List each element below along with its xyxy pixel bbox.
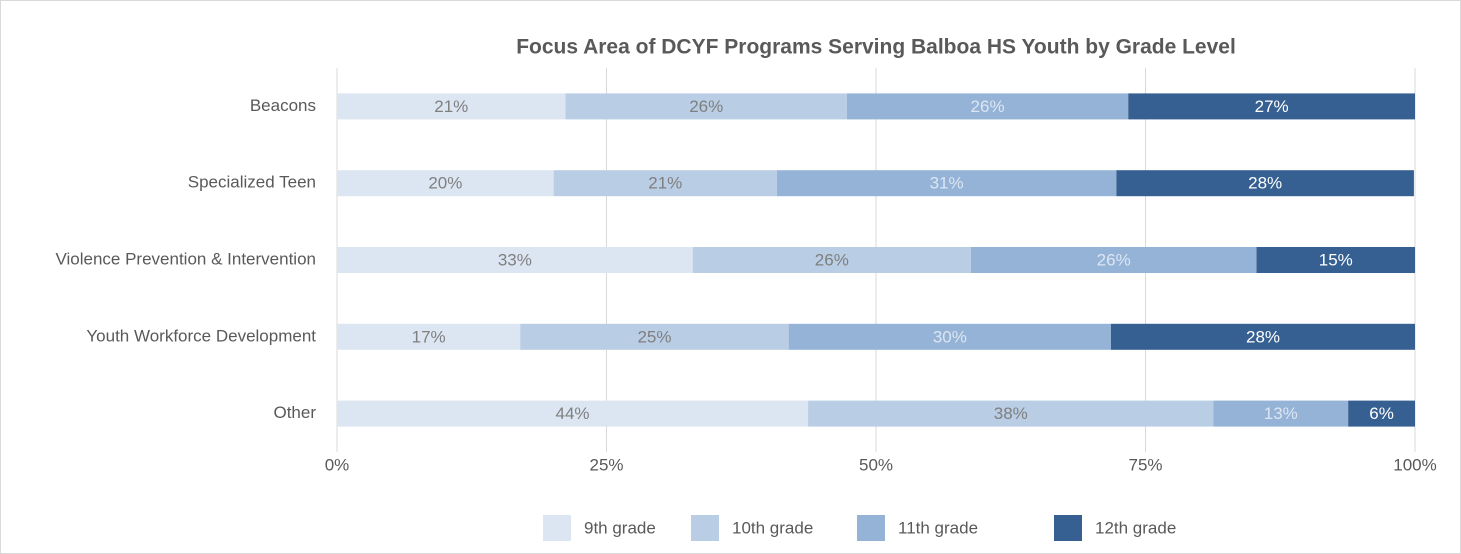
legend-swatch [543, 515, 571, 541]
data-label: 26% [971, 97, 1005, 116]
bar-segment [1256, 247, 1415, 273]
data-label: 6% [1369, 404, 1394, 423]
bar-segment [337, 93, 566, 120]
data-label: 17% [412, 327, 446, 346]
bar-segment [337, 170, 554, 197]
category-label: Beacons [250, 96, 316, 115]
data-label: 33% [498, 250, 532, 269]
data-label: 21% [434, 97, 468, 116]
data-label: 20% [428, 174, 462, 193]
category-label: Other [273, 403, 316, 422]
data-label: 28% [1246, 327, 1280, 346]
category-label: Specialized Teen [188, 173, 316, 192]
legend-label: 12th grade [1095, 518, 1176, 537]
legend-swatch [691, 515, 719, 541]
data-label: 30% [933, 327, 967, 346]
data-label: 27% [1255, 97, 1289, 116]
bar-segment [808, 400, 1214, 427]
bar-segment [337, 247, 693, 273]
category-label: Youth Workforce Development [86, 326, 316, 345]
data-label: 15% [1319, 250, 1353, 269]
legend-label: 11th grade [898, 518, 978, 537]
bar-segment [776, 170, 1117, 197]
bar-segment [1348, 400, 1415, 427]
bar-segment [553, 170, 777, 197]
data-label: 28% [1248, 174, 1282, 193]
data-label: 31% [930, 174, 964, 193]
data-label: 21% [648, 174, 682, 193]
x-tick-label: 50% [859, 455, 893, 474]
bar-segment [337, 323, 521, 350]
bar-segment [970, 247, 1257, 273]
bar-segment [692, 247, 971, 273]
x-tick-label: 25% [589, 455, 623, 474]
category-label: Violence Prevention & Intervention [55, 249, 316, 268]
bar-segment [337, 400, 809, 427]
bar-segment [788, 323, 1112, 350]
legend-label: 10th grade [732, 518, 813, 537]
data-label: 26% [815, 250, 849, 269]
bar-segment [1116, 170, 1414, 197]
data-label: 26% [689, 97, 723, 116]
legend-swatch [857, 515, 885, 541]
legend-label: 9th grade [584, 518, 656, 537]
bar-segment [846, 93, 1129, 120]
bar-segment [1111, 323, 1415, 350]
bar-segment [1213, 400, 1349, 427]
x-tick-label: 100% [1393, 455, 1436, 474]
legend-swatch [1054, 515, 1082, 541]
data-label: 38% [994, 404, 1028, 423]
bar-segment [1128, 93, 1415, 120]
data-label: 26% [1097, 250, 1131, 269]
data-label: 25% [637, 327, 671, 346]
data-label: 44% [556, 404, 590, 423]
x-tick-label: 0% [325, 455, 350, 474]
chart-title: Focus Area of DCYF Programs Serving Balb… [516, 36, 1236, 59]
x-tick-label: 75% [1128, 455, 1162, 474]
data-label: 13% [1264, 404, 1298, 423]
bar-segment [520, 323, 789, 350]
bar-segment [565, 93, 847, 120]
